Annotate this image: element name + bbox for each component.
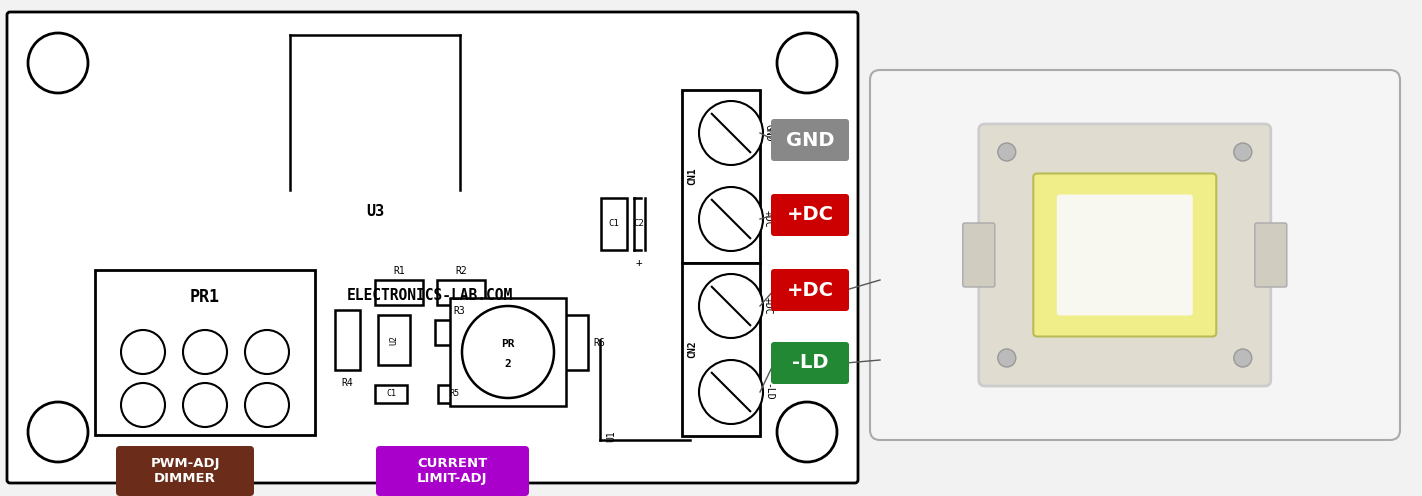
- Bar: [683, 90, 759, 263]
- Circle shape: [462, 306, 555, 398]
- Text: U3: U3: [365, 204, 384, 219]
- Circle shape: [998, 143, 1015, 161]
- Circle shape: [28, 33, 88, 93]
- FancyBboxPatch shape: [375, 446, 529, 496]
- Circle shape: [776, 33, 838, 93]
- Text: +: +: [636, 258, 643, 268]
- Circle shape: [183, 330, 228, 374]
- Text: C2: C2: [634, 220, 644, 229]
- Circle shape: [28, 402, 88, 462]
- Text: U1: U1: [606, 430, 616, 442]
- FancyBboxPatch shape: [7, 12, 857, 483]
- Text: -LD: -LD: [792, 354, 828, 372]
- Text: GND: GND: [786, 130, 835, 149]
- Text: R3: R3: [454, 306, 465, 316]
- Bar: [602, 198, 627, 250]
- Text: U2: U2: [390, 335, 398, 345]
- Text: C1: C1: [385, 389, 395, 398]
- Text: CN1: CN1: [687, 168, 697, 186]
- Text: R4: R4: [341, 378, 354, 388]
- Text: 2: 2: [505, 359, 512, 369]
- Text: R5: R5: [449, 389, 459, 398]
- Text: PWM-ADJ
DIMMER: PWM-ADJ DIMMER: [151, 457, 220, 485]
- Circle shape: [245, 330, 289, 374]
- Bar: [557, 315, 589, 370]
- Text: +DC: +DC: [764, 297, 774, 315]
- Circle shape: [1234, 143, 1251, 161]
- Bar: [336, 310, 360, 370]
- Text: +DC: +DC: [786, 281, 833, 300]
- Circle shape: [245, 383, 289, 427]
- Text: PR1: PR1: [191, 288, 220, 306]
- FancyBboxPatch shape: [771, 342, 849, 384]
- Bar: [683, 263, 759, 436]
- Circle shape: [998, 349, 1015, 367]
- FancyBboxPatch shape: [870, 70, 1401, 440]
- FancyBboxPatch shape: [963, 223, 995, 287]
- Bar: [378, 315, 410, 365]
- FancyBboxPatch shape: [771, 119, 849, 161]
- Circle shape: [700, 101, 764, 165]
- Bar: [95, 270, 316, 435]
- Bar: [438, 385, 471, 403]
- Text: GND: GND: [764, 124, 774, 142]
- FancyBboxPatch shape: [1057, 194, 1193, 315]
- Bar: [449, 298, 566, 406]
- FancyBboxPatch shape: [771, 269, 849, 311]
- FancyBboxPatch shape: [978, 124, 1271, 386]
- FancyBboxPatch shape: [117, 446, 255, 496]
- Circle shape: [776, 402, 838, 462]
- Bar: [375, 280, 422, 305]
- Text: R2: R2: [455, 266, 466, 276]
- Text: +DC: +DC: [786, 205, 833, 225]
- Text: -LD: -LD: [764, 383, 774, 401]
- Text: CN2: CN2: [687, 341, 697, 358]
- Circle shape: [183, 383, 228, 427]
- Text: +DC: +DC: [764, 210, 774, 228]
- Circle shape: [121, 383, 165, 427]
- Circle shape: [700, 187, 764, 251]
- Text: C1: C1: [609, 220, 620, 229]
- Text: R6: R6: [593, 337, 604, 348]
- Circle shape: [1234, 349, 1251, 367]
- FancyBboxPatch shape: [1034, 174, 1216, 336]
- FancyBboxPatch shape: [1254, 223, 1287, 287]
- Bar: [435, 320, 483, 345]
- Text: CURRENT
LIMIT-ADJ: CURRENT LIMIT-ADJ: [417, 457, 488, 485]
- Text: ELECTRONICS-LAB.COM: ELECTRONICS-LAB.COM: [347, 288, 513, 303]
- Bar: [437, 280, 485, 305]
- Bar: [375, 385, 407, 403]
- FancyBboxPatch shape: [771, 194, 849, 236]
- Text: R1: R1: [392, 266, 405, 276]
- Circle shape: [700, 274, 764, 338]
- Circle shape: [121, 330, 165, 374]
- Circle shape: [700, 360, 764, 424]
- Text: PR: PR: [501, 339, 515, 349]
